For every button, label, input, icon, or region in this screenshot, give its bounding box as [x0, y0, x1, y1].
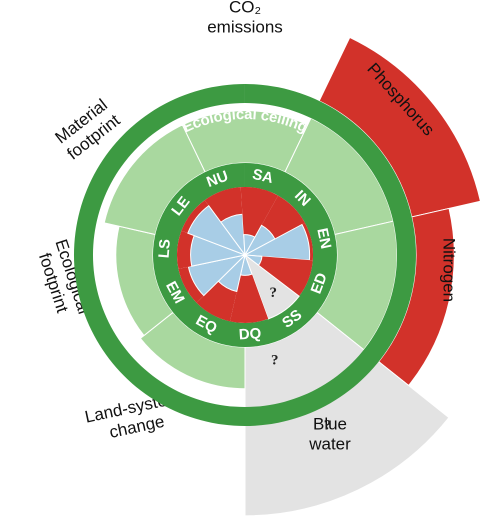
social-label: NU	[204, 168, 230, 191]
achieved-wedge	[187, 254, 247, 297]
shortfall-wedge	[196, 281, 237, 322]
social-label: SA	[251, 166, 275, 187]
social-label: LS	[155, 238, 173, 258]
shortfall-wedge	[177, 230, 195, 269]
boundary-label: Nitrogen	[440, 238, 459, 302]
shortfall-wedge	[258, 256, 313, 297]
unknown-mark: ?	[324, 418, 332, 434]
shortfall-wedge	[261, 195, 305, 239]
shortfall-wedge	[178, 266, 204, 303]
boundary-label-line: Blue	[313, 414, 347, 433]
social-label: EN	[313, 227, 334, 251]
shortfall-wedge	[230, 274, 269, 323]
shortfall-wedge	[204, 187, 243, 223]
boundary-label-line: CO₂	[229, 0, 261, 16]
social-wedge	[243, 253, 300, 320]
boundary-label-line: emissions	[207, 17, 283, 36]
boundary-label-line: Nitrogen	[440, 238, 459, 302]
social-label: DQ	[238, 325, 262, 343]
achieved-wedge	[187, 205, 247, 257]
unknown-mark: ?	[269, 285, 277, 301]
achieved-wedge	[243, 223, 311, 261]
shortfall-wedge	[181, 200, 209, 234]
shortfall-wedge	[301, 222, 313, 261]
social-label: ED	[308, 270, 331, 296]
unknown-mark: ?	[271, 352, 279, 368]
boundary-label-line: water	[308, 434, 351, 453]
shortfall-wedge	[240, 187, 279, 238]
